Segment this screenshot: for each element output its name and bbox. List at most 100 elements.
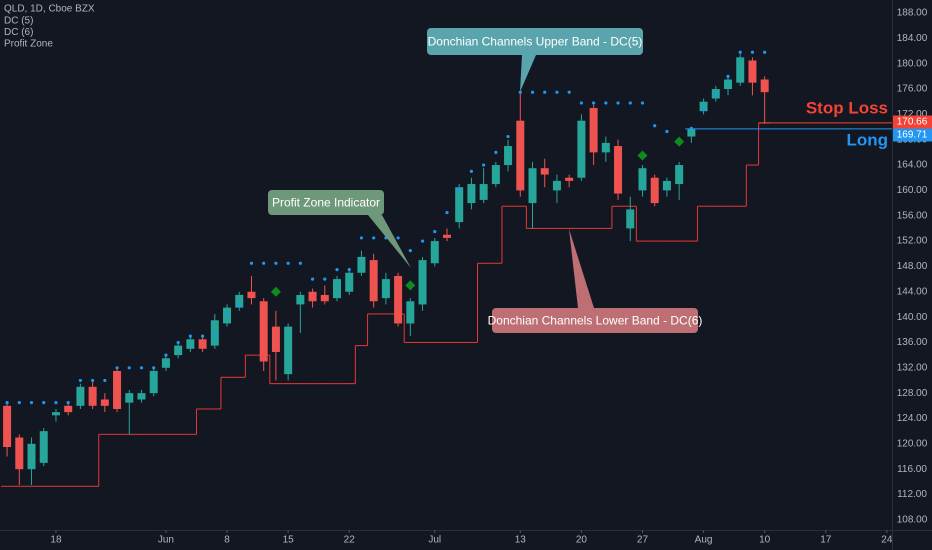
upper-band-dot [457,188,461,192]
upper-band-dot [66,401,70,405]
candle-body [406,301,415,324]
candle-body [271,326,280,352]
upper-band-dot [17,401,21,405]
candle-body [64,405,73,413]
candle-body [626,209,635,229]
upper-band-dot [469,169,474,173]
upper-band-dot [200,334,205,338]
upper-band-dot [310,277,315,281]
candle-body [247,291,256,299]
upper-band-dot [115,366,119,370]
candle-body [210,320,219,346]
candle-body [345,272,354,292]
candle-body [675,165,684,185]
callout-text: Profit Zone Indicator [272,196,380,210]
candle-body [650,177,659,204]
upper-band-dot [738,50,742,54]
y-tick-label: 132.00 [897,362,928,373]
candle-body [601,142,610,153]
upper-band-dot [433,229,437,234]
candle-body [687,128,696,137]
x-tick-label: Aug [695,535,713,546]
upper-band-dot [347,267,351,272]
candle-body [577,120,586,178]
candle-body [76,386,85,406]
candle-body [394,275,403,324]
price-tag [893,128,932,142]
upper-band-dot [689,126,693,130]
y-tick-label: 140.00 [897,312,928,323]
upper-band-dot [396,236,400,240]
callout-text: Donchian Channels Lower Band - DC(6) [488,314,703,328]
y-tick-label: 184.00 [897,33,928,44]
y-tick-label: 136.00 [897,337,928,348]
profit-zone-marker [674,136,685,147]
upper-band-dot [445,210,449,215]
upper-band-dot [579,101,583,105]
candle-body [320,294,329,302]
legend-entry: DC (5) [4,16,33,27]
price-tag [893,115,932,129]
upper-band-dot [763,50,767,54]
callout-box [492,308,698,333]
upper-band-dot [29,401,34,405]
y-tick-label: 108.00 [897,515,928,526]
upper-band-dot [604,101,608,105]
upper-band-dot [188,334,192,338]
x-tick-label: 13 [515,535,527,546]
upper-band-dot [91,378,95,383]
upper-band-dot [127,366,131,370]
candle-body [308,291,317,302]
upper-band-dot [286,261,290,265]
candle-body [552,180,561,191]
upper-band-dot [372,236,376,240]
upper-band-dot [176,340,180,345]
upper-band-dot [213,334,217,338]
y-tick-label: 124.00 [897,413,928,424]
candle-body [100,399,109,406]
x-tick-label: Jun [158,535,174,546]
y-tick-label: 128.00 [897,388,928,399]
candle-body [149,370,158,394]
candle-body [186,339,195,349]
x-tick-label: 20 [576,535,588,546]
callout-box [268,190,384,215]
upper-band-dot [42,401,46,405]
y-tick-label: 160.00 [897,185,928,196]
legend-entry: Profit Zone [4,39,53,50]
x-tick-label: 27 [637,535,649,546]
candle-body [748,60,757,83]
upper-band-dot [494,150,498,154]
x-tick-label: 18 [50,535,62,546]
callout-box [427,28,643,55]
candle-body [736,57,745,83]
candle-body [479,184,488,200]
candle-body [137,393,146,400]
candle-body [296,294,305,305]
candle-body [528,168,537,204]
candle-body [51,412,60,416]
x-tick-label: 17 [820,535,832,546]
upper-band-dot [482,163,486,167]
y-tick-label: 152.00 [897,236,928,247]
y-tick-label: 144.00 [897,286,928,297]
upper-band-dot [555,90,559,94]
upper-band-dot [408,248,412,253]
candle-body [88,386,97,406]
upper-band-dot [518,90,522,94]
candle-body [39,431,48,463]
profit-zone-marker [405,280,416,291]
upper-band-dot [249,261,254,265]
price-tag-label: 170.66 [897,117,928,128]
candle-body [174,345,183,356]
y-tick-label: 180.00 [897,58,928,69]
upper-band-dot [530,90,535,94]
candle-body [504,146,513,166]
candle-body [638,168,647,191]
callout-pointer [368,215,411,268]
upper-band-dot [506,134,510,139]
candle-body [15,437,24,470]
upper-band-dot [335,267,339,272]
price-tag-label: 169.71 [897,130,928,141]
